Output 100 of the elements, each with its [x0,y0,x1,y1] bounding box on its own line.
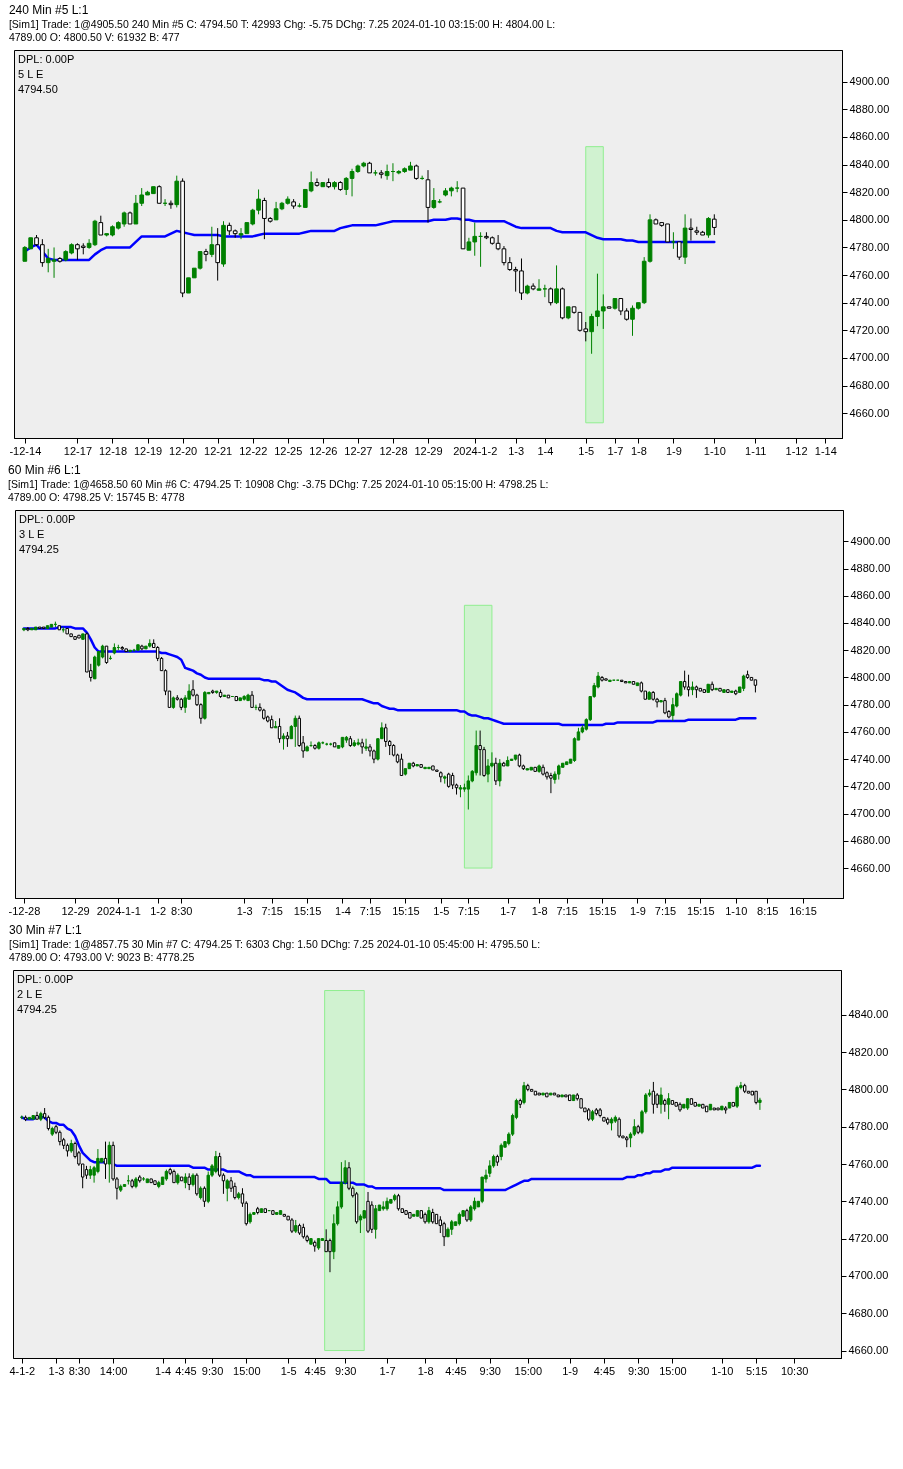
annotation: DPL: 0.00P [19,513,76,525]
annotation: 2 L E [17,988,43,1000]
candlestick [225,1178,229,1202]
x-tick-label: 12-27 [344,444,373,457]
x-tick-label: 1-10 [725,904,748,917]
y-tick-label: 4840.00 [850,616,891,629]
candlestick [671,697,675,722]
chart-subtitle: [Sim1] Trade: 1@4905.50 240 Min #5 C: 4794.50 T: 42993 Chg: -5.75 DChg: 7.25 2024-01-10 03:15:00 H: 4804.00 L: 4789.00 O: 4800.50 V: 61932 B: 477 [8,18,556,43]
candlestick [706,216,711,239]
x-tick-label: 15:00 [659,1364,687,1377]
y-tick-label: 4840.00 [849,158,890,171]
y-tick-label: 4900.00 [850,534,891,547]
y-tick-label: 4860.00 [849,130,890,143]
x-tick-label: 2024-1-2 [453,444,498,457]
x-tick-label: 1-4 [335,904,351,917]
x-tick-label: 15:15 [293,904,322,917]
y-tick-label: 4660.00 [850,861,891,874]
x-tick-label: 15:00 [233,1364,261,1377]
x-tick-label: 1-7 [379,1364,396,1377]
y-tick-label: 4820.00 [848,1045,889,1058]
annotation: 4794.50 [18,83,58,95]
y-tick-label: 4740.00 [848,1194,889,1207]
candlestick [536,278,542,291]
y-tick-label: 4800.00 [849,213,890,226]
x-tick-label: 4:45 [593,1364,616,1377]
x-tick-label: 1-10 [711,1364,734,1377]
x-tick-label: 1-2 [150,904,167,917]
x-tick-label: 12-17 [63,444,92,457]
candlestick [314,177,320,188]
x-tick-label: 1-3 [236,904,253,917]
chart-subtitle: [Sim1] Trade: 1@4658.50 60 Min #6 C: 4794.25 T: 10908 Chg: -3.75 DChg: 7.25 2024-01-10 05:15:00 H: 4798.25 L: 4789.00 O: 4798.25 V: 15745 B: 4778 [8,478,549,503]
x-tick-label: 14:00 [99,1364,128,1377]
x-tick-label: 8:30 [68,1364,91,1377]
x-tick-label: 4:45 [445,1364,467,1377]
annotation: DPL: 0.00P [17,973,74,985]
candlestick [324,1228,328,1253]
y-tick-label: 4720.00 [848,1232,889,1245]
x-tick-label: 8:15 [757,904,779,917]
x-tick-label: 12-21 [204,444,233,457]
annotation: DPL: 0.00P [18,53,75,65]
candlestick [478,730,482,776]
x-tick-label: 15:15 [392,904,420,917]
candlestick [26,626,30,632]
x-tick-label: 4:45 [304,1364,326,1377]
y-tick-label: 4880.00 [849,102,890,115]
x-tick-label: 16:15 [789,904,817,917]
x-tick-label: 4:45 [175,1364,197,1377]
y-tick-label: 4780.00 [848,1120,889,1133]
x-tick-label: 5:15 [745,1364,768,1377]
y-tick-label: 4740.00 [849,296,890,309]
x-tick-label: -12-28 [8,904,41,917]
candlestick [486,758,490,783]
x-tick-label: 12-25 [274,444,303,457]
candlestick [522,1081,526,1105]
y-tick-label: 4700.00 [848,1269,889,1282]
y-tick-label: 4760.00 [850,725,891,738]
x-tick-label: 1-9 [562,1364,579,1377]
y-tick-label: 4760.00 [848,1157,889,1170]
y-tick-label: 4780.00 [849,240,890,253]
candlestick [364,738,368,752]
candlestick [328,1238,332,1273]
annotation: 4794.25 [19,543,59,555]
x-tick-label: 12-19 [133,444,163,457]
candlestick [174,175,180,208]
x-tick-label: 7:15 [261,904,283,917]
x-tick-label: 1-14 [814,444,837,457]
annotation: 4794.25 [17,1003,57,1015]
x-tick-label: 15:00 [514,1364,543,1377]
x-tick-label: 15:15 [687,904,715,917]
x-tick-label: 12-28 [379,444,408,457]
annotation: 3 L E [19,528,45,540]
y-tick-label: 4740.00 [850,752,891,765]
x-tick-label: 1-9 [665,444,682,457]
candlestick [688,217,694,242]
y-tick-label: 4680.00 [848,1306,889,1319]
y-tick-label: 4900.00 [849,75,890,88]
candlestick [431,187,437,210]
x-tick-label: 1-4 [537,444,554,457]
x-tick-label: 7:15 [654,904,677,917]
y-tick-label: 4820.00 [850,643,891,656]
x-tick-label: 1-5 [433,904,450,917]
y-tick-label: 4800.00 [850,670,891,683]
x-tick-label: 7:15 [359,904,382,917]
chart-title: 240 Min #5 L:1 [8,3,89,17]
candlestick [209,226,215,258]
x-tick-label: 12-18 [98,444,128,457]
candlestick [659,1087,663,1115]
y-tick-label: 4760.00 [849,268,890,281]
x-tick-label: 1-7 [607,444,624,457]
y-tick-label: 4680.00 [850,834,891,847]
x-tick-label: 1-3 [508,444,525,457]
y-tick-label: 4660.00 [848,1344,889,1357]
line-series [22,625,757,727]
x-tick-label: -12-14 [9,444,42,457]
candlestick [360,738,364,755]
x-tick-label: 12-22 [239,444,268,457]
chart-title: 60 Min #6 L:1 [8,463,82,477]
candlestick [498,758,502,787]
x-tick-label: 1-12 [785,444,808,457]
x-tick-label: 1-8 [630,444,647,457]
